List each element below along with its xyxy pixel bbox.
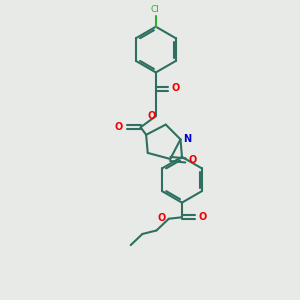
Text: O: O xyxy=(171,83,179,93)
Text: O: O xyxy=(148,111,156,121)
Text: O: O xyxy=(198,212,206,222)
Text: Cl: Cl xyxy=(151,5,160,14)
Text: N: N xyxy=(183,134,192,144)
Text: O: O xyxy=(115,122,123,132)
Text: O: O xyxy=(158,213,166,223)
Text: O: O xyxy=(188,155,197,165)
